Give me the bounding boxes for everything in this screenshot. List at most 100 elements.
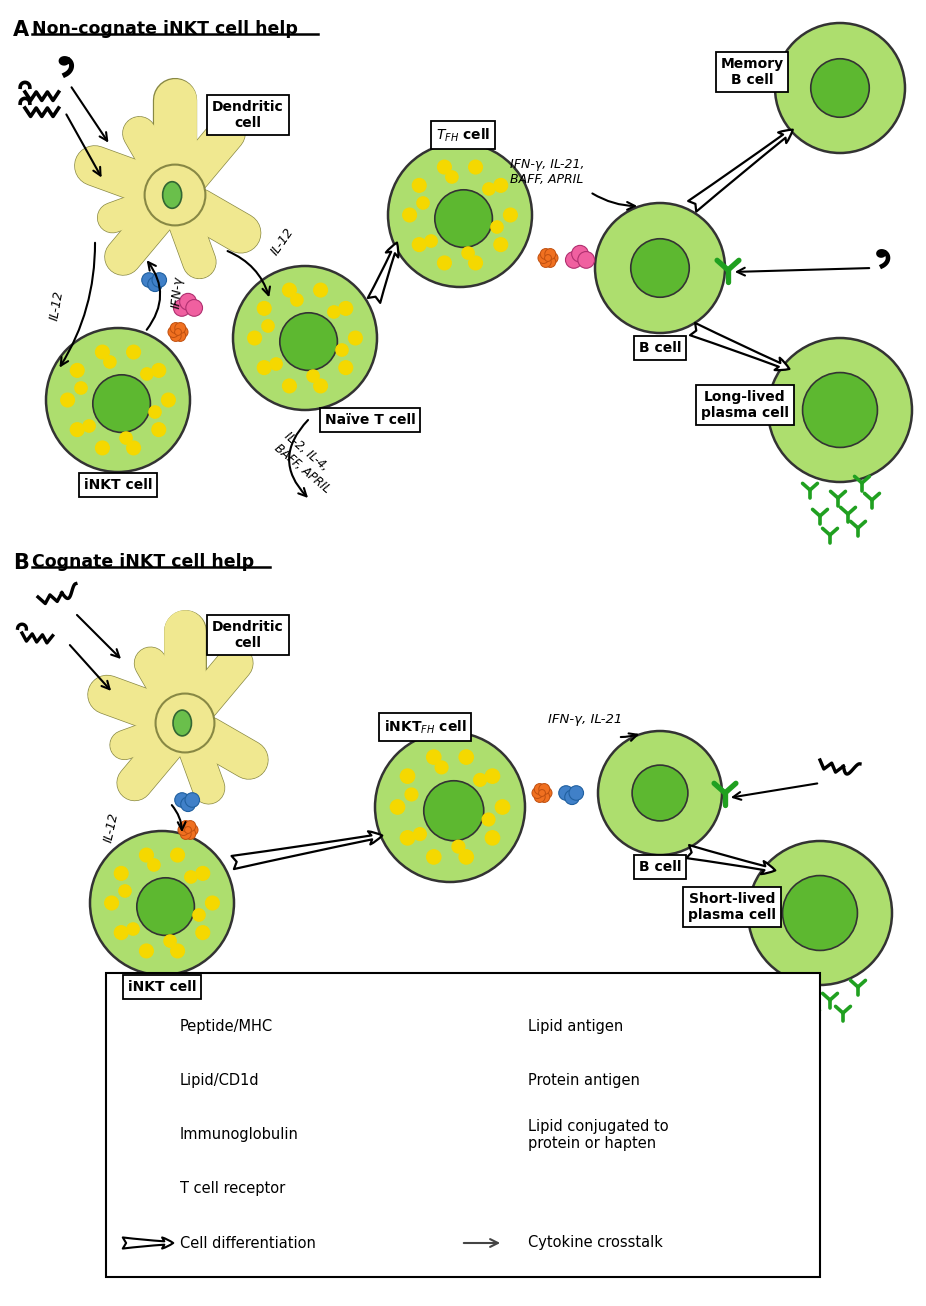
- Circle shape: [504, 208, 518, 222]
- Circle shape: [127, 345, 141, 359]
- Circle shape: [438, 161, 451, 174]
- Circle shape: [140, 1187, 151, 1199]
- Circle shape: [233, 266, 377, 410]
- Circle shape: [482, 183, 495, 195]
- Text: Cognate iNKT cell help: Cognate iNKT cell help: [32, 552, 254, 571]
- Circle shape: [578, 252, 594, 268]
- Circle shape: [95, 345, 109, 359]
- Circle shape: [141, 1077, 156, 1093]
- Circle shape: [435, 761, 448, 773]
- Text: $T_{FH}$ cell: $T_{FH}$ cell: [436, 127, 490, 144]
- Circle shape: [104, 355, 116, 368]
- Circle shape: [427, 750, 441, 764]
- Circle shape: [257, 360, 271, 375]
- Circle shape: [339, 360, 353, 375]
- Circle shape: [180, 294, 196, 310]
- Circle shape: [173, 299, 190, 316]
- Circle shape: [257, 302, 271, 315]
- Text: Non-cognate iNKT cell help: Non-cognate iNKT cell help: [32, 20, 298, 38]
- Text: IFN-γ: IFN-γ: [170, 276, 186, 308]
- Circle shape: [119, 885, 131, 897]
- Circle shape: [541, 788, 552, 798]
- Circle shape: [144, 165, 206, 226]
- Circle shape: [598, 731, 722, 855]
- Circle shape: [412, 179, 426, 192]
- Circle shape: [391, 799, 405, 814]
- Circle shape: [282, 283, 296, 296]
- Text: Lipid antigen: Lipid antigen: [528, 1020, 623, 1034]
- Circle shape: [152, 363, 166, 377]
- Text: B: B: [13, 552, 29, 573]
- Circle shape: [185, 820, 195, 832]
- FancyBboxPatch shape: [106, 973, 820, 1277]
- Circle shape: [186, 299, 203, 316]
- Circle shape: [540, 248, 551, 260]
- Circle shape: [469, 256, 482, 270]
- Circle shape: [485, 831, 500, 845]
- Text: Naïve T cell: Naïve T cell: [325, 413, 416, 427]
- Circle shape: [139, 1013, 157, 1032]
- Circle shape: [336, 343, 348, 357]
- Circle shape: [631, 239, 689, 298]
- Circle shape: [539, 784, 550, 794]
- Circle shape: [148, 859, 160, 871]
- Circle shape: [144, 1074, 160, 1089]
- Circle shape: [412, 238, 426, 252]
- Circle shape: [46, 328, 190, 471]
- Text: Memory
B cell: Memory B cell: [720, 57, 783, 88]
- Circle shape: [181, 797, 195, 811]
- Text: Dendritic
cell: Dendritic cell: [212, 620, 284, 650]
- Circle shape: [115, 867, 128, 880]
- Circle shape: [170, 330, 181, 341]
- Circle shape: [414, 828, 426, 841]
- Circle shape: [185, 793, 199, 807]
- Circle shape: [161, 393, 175, 407]
- Circle shape: [459, 850, 473, 865]
- Circle shape: [571, 246, 588, 263]
- Circle shape: [388, 142, 532, 287]
- Text: IL-12: IL-12: [102, 811, 121, 844]
- Circle shape: [93, 375, 150, 432]
- Circle shape: [474, 773, 486, 786]
- Circle shape: [175, 330, 186, 341]
- Circle shape: [70, 363, 84, 377]
- Circle shape: [445, 171, 458, 183]
- Circle shape: [482, 814, 494, 825]
- Circle shape: [83, 421, 95, 432]
- Circle shape: [185, 871, 197, 883]
- Circle shape: [144, 1179, 156, 1191]
- Text: Peptide/MHC: Peptide/MHC: [180, 1020, 273, 1034]
- Circle shape: [544, 248, 556, 260]
- Circle shape: [403, 208, 417, 222]
- Text: Immunoglobulin: Immunoglobulin: [180, 1127, 299, 1143]
- Text: B cell: B cell: [639, 859, 682, 874]
- Circle shape: [348, 332, 362, 345]
- Circle shape: [152, 423, 166, 436]
- Circle shape: [168, 326, 179, 337]
- Circle shape: [748, 841, 892, 985]
- Circle shape: [140, 1179, 151, 1191]
- Circle shape: [131, 1020, 150, 1038]
- Circle shape: [375, 731, 525, 882]
- Circle shape: [127, 441, 141, 454]
- Circle shape: [469, 161, 482, 174]
- Circle shape: [494, 179, 507, 192]
- Circle shape: [170, 323, 181, 333]
- Circle shape: [438, 256, 451, 270]
- Circle shape: [187, 824, 198, 836]
- Circle shape: [115, 926, 128, 939]
- Circle shape: [314, 283, 328, 296]
- Circle shape: [70, 423, 84, 436]
- Circle shape: [495, 799, 509, 814]
- Text: IL-2, IL-4,
BAFF, APRIL: IL-2, IL-4, BAFF, APRIL: [272, 430, 343, 496]
- Circle shape: [532, 788, 543, 798]
- Circle shape: [803, 372, 878, 448]
- Circle shape: [540, 256, 551, 268]
- Text: A: A: [13, 20, 29, 40]
- Text: Lipid conjugated to
protein or hapten: Lipid conjugated to protein or hapten: [528, 1119, 669, 1151]
- Circle shape: [152, 273, 167, 287]
- Circle shape: [400, 769, 415, 784]
- Circle shape: [462, 247, 474, 259]
- Text: Protein antigen: Protein antigen: [528, 1074, 640, 1088]
- Text: B cell: B cell: [639, 341, 682, 355]
